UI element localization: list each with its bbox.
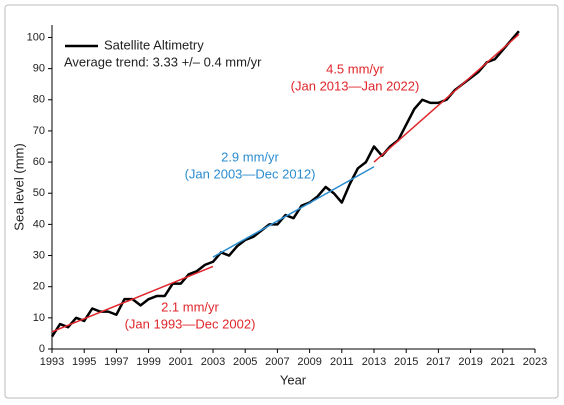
- y-axis-label: Sea level (mm): [11, 143, 26, 230]
- x-tick-label: 2017: [426, 356, 450, 368]
- x-tick-label: 2013: [362, 356, 386, 368]
- x-tick-label: 2001: [169, 356, 193, 368]
- y-tick-label: 70: [33, 125, 45, 137]
- x-tick-label: 2005: [233, 356, 257, 368]
- x-tick-label: 2009: [297, 356, 321, 368]
- trend-label: 2.1 mm/yr: [161, 299, 219, 314]
- y-tick-label: 100: [27, 31, 45, 43]
- x-tick-label: 1993: [40, 356, 64, 368]
- trend-line: [51, 265, 214, 333]
- x-tick-label: 1999: [136, 356, 160, 368]
- x-tick-label: 2021: [491, 356, 515, 368]
- y-tick-label: 80: [33, 94, 45, 106]
- x-tick-label: 2019: [458, 356, 482, 368]
- x-tick-label: 2003: [201, 356, 225, 368]
- x-tick-label: 2007: [265, 356, 289, 368]
- y-tick-label: 50: [33, 187, 45, 199]
- trend-label: 2.9 mm/yr: [221, 149, 279, 164]
- frame: [4, 4, 559, 399]
- trend-period: (Jan 2003—Dec 2012): [185, 166, 316, 181]
- trend-label: 4.5 mm/yr: [326, 61, 384, 76]
- x-tick-label: 2011: [330, 356, 354, 368]
- data-line: [50, 30, 520, 338]
- trend-line: [212, 166, 375, 258]
- y-tick-label: 60: [33, 156, 45, 168]
- x-tick-label: 2015: [394, 356, 418, 368]
- annotation: Average trend: 3.33 +/– 0.4 mm/yr: [64, 54, 262, 69]
- x-axis-label: Year: [280, 372, 307, 387]
- x-tick-label: 1995: [72, 356, 96, 368]
- x-tick-label: 1997: [104, 356, 128, 368]
- trend-period: (Jan 2013—Jan 2022): [291, 78, 420, 93]
- y-tick-label: 10: [33, 312, 45, 324]
- y-tick-label: 30: [33, 249, 45, 261]
- y-tick-label: 40: [33, 218, 45, 230]
- legend-label: Satellite Altimetry: [104, 37, 204, 52]
- y-tick-label: 20: [33, 281, 45, 293]
- trend-period: (Jan 1993—Dec 2002): [125, 316, 256, 331]
- x-tick-label: 2023: [523, 356, 547, 368]
- y-tick-label: 90: [33, 63, 45, 75]
- trend-line: [373, 33, 520, 163]
- y-tick-label: 0: [39, 343, 45, 355]
